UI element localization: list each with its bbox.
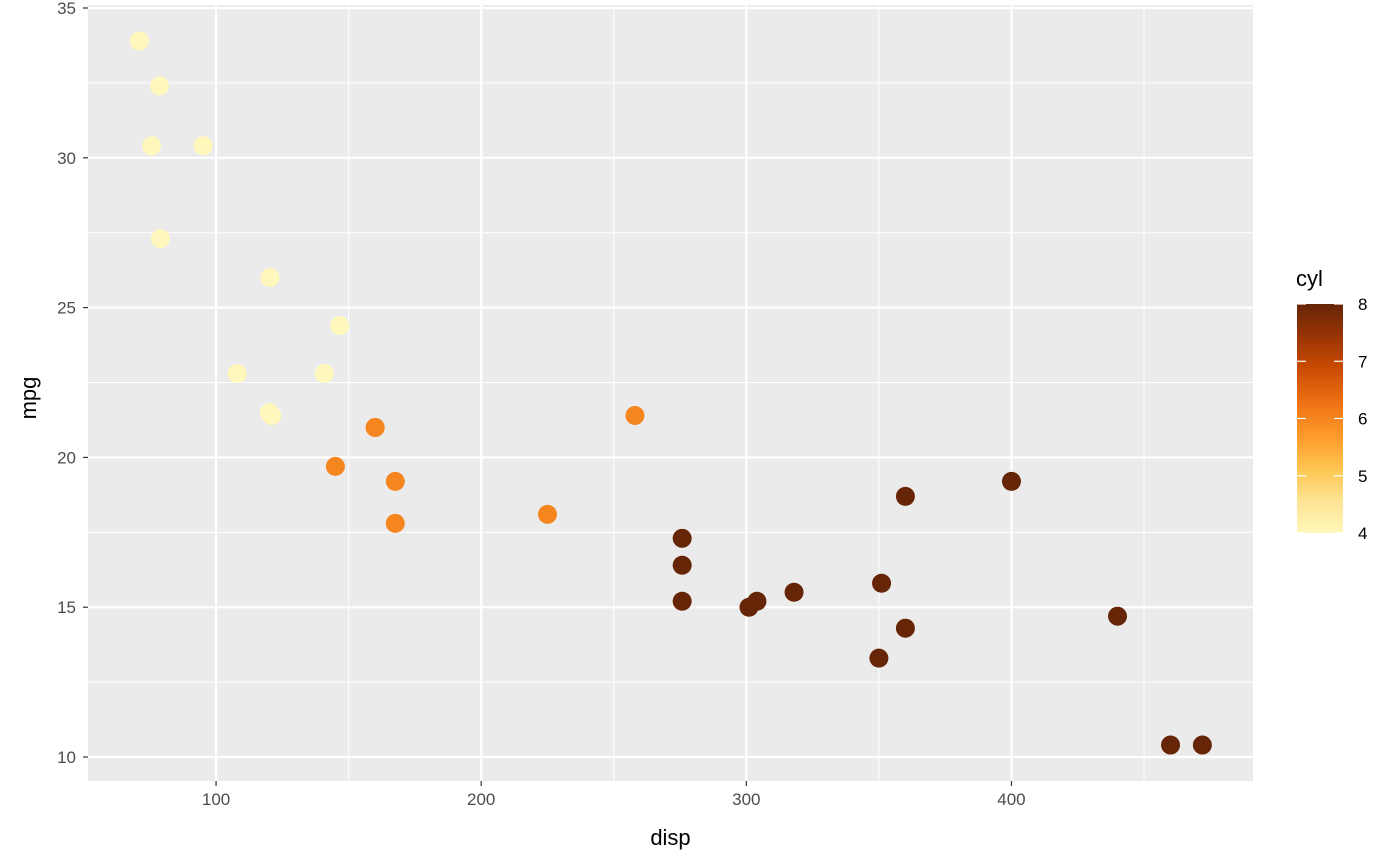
data-point xyxy=(150,229,170,249)
legend-label: 5 xyxy=(1358,467,1367,486)
data-point xyxy=(872,573,892,593)
data-point xyxy=(1108,606,1128,626)
data-points xyxy=(129,31,1212,755)
data-point xyxy=(739,597,759,617)
data-point xyxy=(193,136,213,156)
x-tick-label: 200 xyxy=(467,790,495,809)
data-point xyxy=(895,486,915,506)
data-point xyxy=(1001,471,1021,491)
y-axis-tick-labels: 10 15 20 25 30 35 xyxy=(57,0,76,767)
y-axis-title: mpg xyxy=(16,377,41,420)
y-tick-label: 10 xyxy=(57,748,76,767)
data-point xyxy=(672,555,692,575)
data-point xyxy=(314,364,334,384)
y-tick-label: 35 xyxy=(57,0,76,18)
x-tick-label: 100 xyxy=(202,790,230,809)
legend-label: 6 xyxy=(1358,410,1367,429)
data-point xyxy=(672,528,692,548)
data-point xyxy=(784,582,804,602)
x-axis-title: disp xyxy=(650,825,690,850)
color-legend: cyl 4 5 6 7 8 xyxy=(1296,266,1367,543)
plot-panel xyxy=(88,5,1253,781)
data-point xyxy=(672,591,692,611)
data-point xyxy=(227,364,247,384)
y-tick-label: 15 xyxy=(57,598,76,617)
data-point xyxy=(150,76,170,96)
legend-title: cyl xyxy=(1296,266,1323,291)
data-point xyxy=(142,136,162,156)
data-point xyxy=(260,268,280,288)
legend-label: 4 xyxy=(1358,524,1367,543)
data-point xyxy=(869,648,889,668)
x-tick-label: 400 xyxy=(997,790,1025,809)
y-tick-label: 25 xyxy=(57,299,76,318)
data-point xyxy=(365,417,385,437)
legend-label: 7 xyxy=(1358,352,1367,371)
y-tick-label: 20 xyxy=(57,448,76,467)
data-point xyxy=(325,456,345,476)
data-point xyxy=(385,513,405,533)
data-point xyxy=(385,471,405,491)
data-point xyxy=(895,618,915,638)
data-point xyxy=(330,316,350,336)
legend-label: 8 xyxy=(1358,295,1367,314)
data-point xyxy=(625,405,645,425)
grid-major xyxy=(88,5,1253,781)
data-point xyxy=(1192,735,1212,755)
data-point xyxy=(1161,735,1181,755)
data-point xyxy=(262,405,282,425)
x-axis-tick-labels: 100 200 300 400 xyxy=(202,790,1026,809)
data-point xyxy=(537,504,557,524)
data-point xyxy=(129,31,149,51)
grid-minor xyxy=(88,5,1253,781)
x-tick-label: 300 xyxy=(732,790,760,809)
y-tick-label: 30 xyxy=(57,149,76,168)
axis-ticks xyxy=(83,7,1013,786)
legend-ticks: 4 5 6 7 8 xyxy=(1297,295,1367,543)
